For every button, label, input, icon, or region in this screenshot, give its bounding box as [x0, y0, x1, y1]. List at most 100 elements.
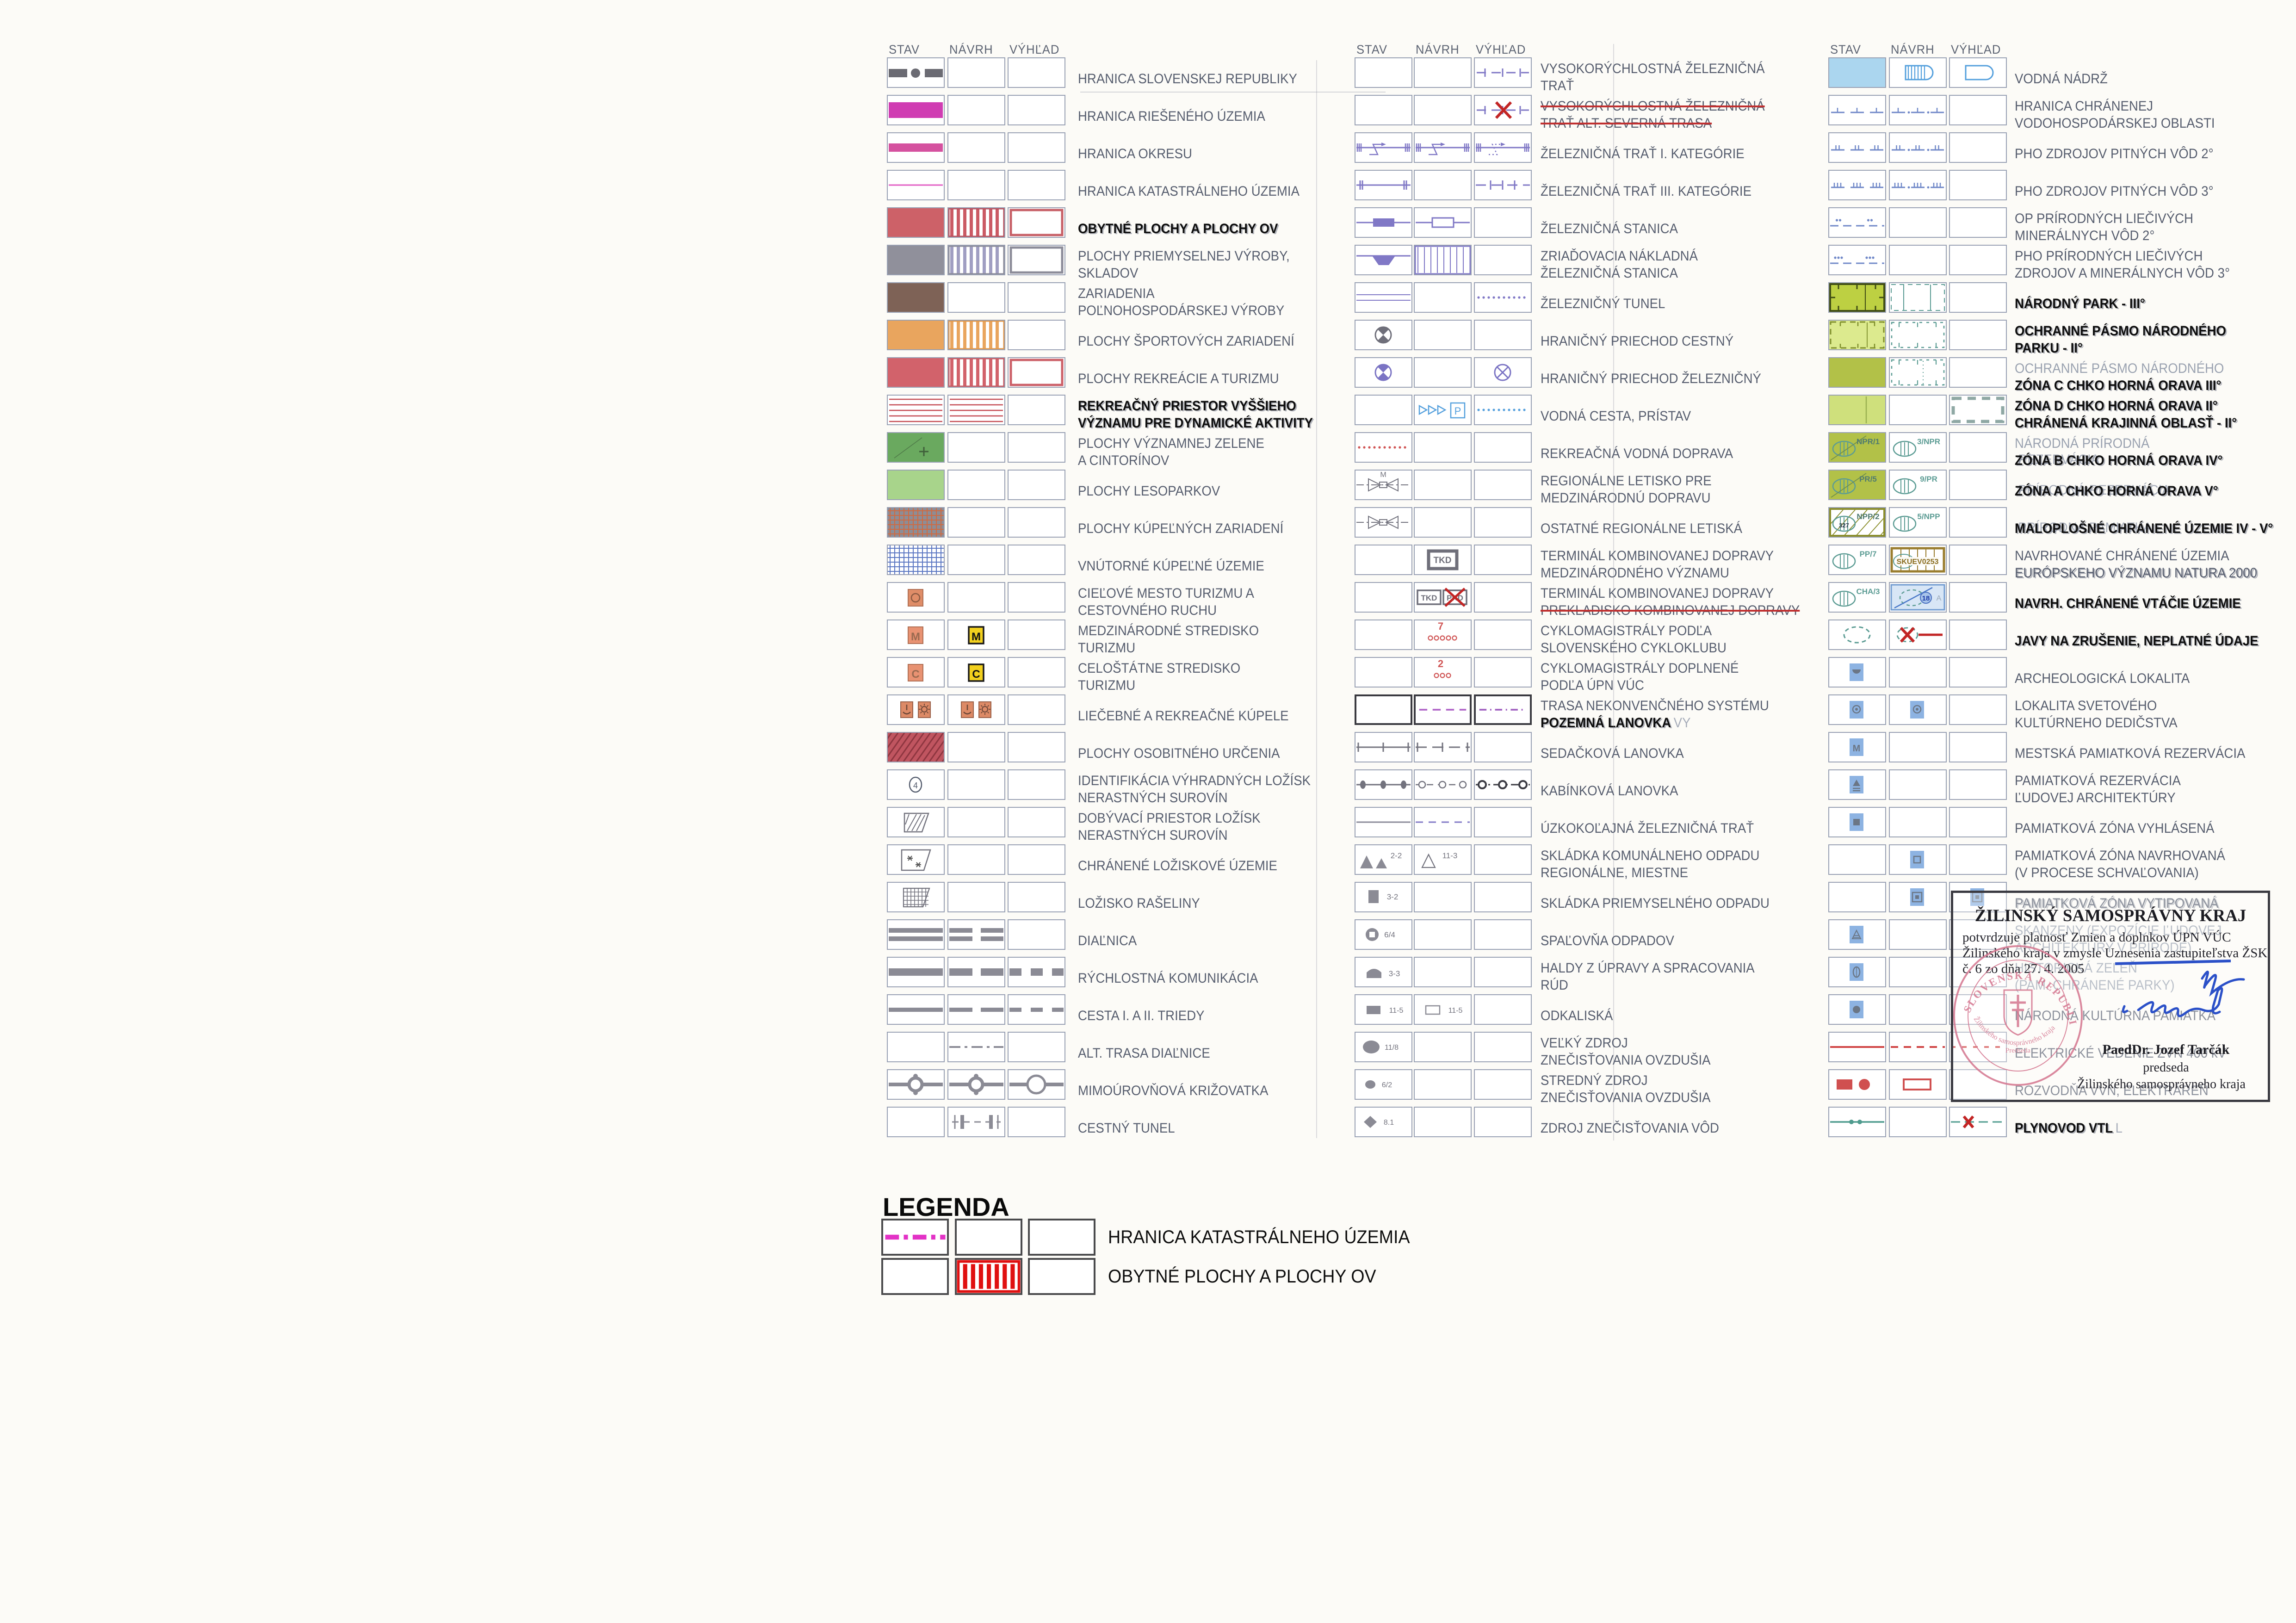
swatch-stav-line-icon: [1355, 807, 1412, 837]
stamp-signer-role: predseda: [2143, 1060, 2189, 1075]
svg-text:P: P: [1454, 405, 1461, 417]
svg-text:CHA/3: CHA/3: [1856, 587, 1880, 596]
swatch-vyhlad-empty: [1474, 957, 1532, 987]
swatch-stav-srband-icon: [887, 57, 945, 88]
swatch-vyhlad-empty: [1474, 320, 1532, 350]
legend-row-label: STREDNÝ ZDROJ ZNEČISŤOVANIA OVZDUŠIA: [1541, 1073, 1711, 1105]
swatch-vyhlad-empty: [1008, 844, 1065, 875]
swatch-vyhlad-empty: [1949, 694, 2007, 725]
legend-row-label: HRANIČNÝ PRIECHOD ŽELEZNIČNÝ: [1541, 371, 1761, 386]
swatch-navrh-railel-icon: [1414, 132, 1472, 163]
swatch-vyhlad-empty: [1474, 994, 1532, 1025]
swatch-navrh-empty: [947, 582, 1005, 613]
swatch-stav-inter-icon: [887, 1069, 945, 1100]
swatch-navrh-empty: [947, 545, 1005, 575]
swatch-vyhlad-empty: [1008, 470, 1065, 500]
bottom-swatch-vyhlad-empty: [1028, 1258, 1095, 1295]
legend-row-label: PRÍRODNÁ PAMIATKA MALOPLOŠNÉ CHRÁNENÉ ÚZE…: [2015, 520, 2273, 536]
legend-row-label: NÁRODNÝ PARK - III°: [2015, 296, 2145, 311]
legend-row-label: VODNÁ CESTA, PRÍSTAV: [1541, 409, 1691, 424]
swatch-stav-band-icon: [887, 132, 945, 163]
legend-row-label: TERMINÁL KOMBINOVANEJ DOPRAVY PREKLADISKO…: [1541, 586, 1800, 618]
double-cross-icon: [2010, 995, 2026, 1027]
swatch-vyhlad-empty: [1474, 619, 1532, 650]
legend-row-label: PAMIATKOVÁ ZÓNA NAVRHOVANÁ (V PROCESE SCH…: [2015, 848, 2225, 880]
swatch-stav-hatch-icon: [887, 732, 945, 762]
legend-row-label: PLOCHY PRIEMYSELNEJ VÝROBY, SKLADOV: [1078, 248, 1290, 281]
swatch-navrh-empty: [947, 769, 1005, 800]
swatch-navrh-empty: [1889, 769, 1947, 800]
swatch-stav-hlines-icon: [887, 395, 945, 425]
swatch-navrh-empty: [1414, 320, 1472, 350]
swatch-navrh-empty: [1889, 919, 1947, 950]
svg-text:4: 4: [913, 781, 918, 790]
swatch-stav-cquart-icon: [1355, 357, 1412, 388]
swatch-navrh-empty: [1414, 882, 1472, 912]
swatch-navrh-empty: [1889, 807, 1947, 837]
swatch-stav-pent33-icon: 3-3: [1355, 957, 1412, 987]
stamp-title: ŽILINSKÝ SAMOSPRÁVNY KRAJ: [1974, 906, 2246, 925]
swatch-stav-greencross-icon: [887, 432, 945, 463]
legend-row-label: IDENTIFIKÁCIA VÝHRADNÝCH LOŽÍSK NERASTNÝC…: [1078, 773, 1311, 805]
swatch-vyhlad-empty: [1949, 844, 2007, 875]
swatch-navrh-empty: [1889, 1107, 1947, 1137]
swatch-vyhlad-empty: [1474, 1107, 1532, 1137]
swatch-navrh-vstripes-icon: [1414, 245, 1472, 275]
swatch-stav-trapgrid-icon: [887, 882, 945, 912]
swatch-stav-dark-icon: [1355, 694, 1412, 725]
swatch-vyhlad-empty: [1008, 95, 1065, 125]
stamp-signer-org: Žilinského samosprávneho kraja: [2077, 1077, 2246, 1091]
swatch-vyhlad-roadt-icon: [1008, 994, 1065, 1025]
swatch-vyhlad-dash-icon: [1949, 1032, 2007, 1062]
swatch-vyhlad-empty: [1008, 395, 1065, 425]
swatch-vyhlad-empty: [1008, 619, 1065, 650]
swatch-navrh-vstripes-icon: [947, 245, 1005, 275]
swatch-vyhlad-empty: [1949, 582, 2007, 613]
legend-row-label: NAVRHOVANÉ CHRÁNENÉ ÚZEMIA EURÓPSKEHO VÝZ…: [2015, 548, 2258, 581]
round-official-seal: SLOVENSKÁ REPUBLIKA Žilinského samospráv…: [1944, 937, 2083, 1086]
svg-text:5/NPP: 5/NPP: [1917, 512, 1940, 521]
swatch-vyhlad-empty: [1949, 807, 2007, 837]
legend-row-label: PLOCHY LESOPARKOV: [1078, 483, 1220, 499]
swatch-stav-np-icon: [1828, 282, 1886, 313]
swatch-navrh-cyklo-icon: 7: [1414, 619, 1472, 650]
swatch-vyhlad-dark-icon: [1474, 694, 1532, 725]
swatch-navrh-empty: [1414, 95, 1472, 125]
swatch-navrh-empty: [947, 282, 1005, 313]
legend-row-label: VODNÁ NÁDRŽ: [2015, 71, 2108, 87]
swatch-stav-elldash-icon: [1828, 619, 1886, 650]
swatch-stav-empty: [1355, 657, 1412, 688]
swatch-navrh-empty: [947, 844, 1005, 875]
swatch-stav-dots-icon: [1355, 432, 1412, 463]
swatch-stav-rozv-icon: [1828, 1069, 1886, 1100]
column-header-stav: STAV: [889, 43, 920, 56]
swatch-navrh-dash-icon: [1414, 807, 1472, 837]
swatch-navrh-empty: [947, 882, 1005, 912]
legend-row-label: PHO PRÍRODNÝCH LIEČIVÝCH ZDROJOV A MINERÁ…: [2015, 248, 2230, 281]
swatch-stav-iconsq-icon: [887, 582, 945, 613]
legend-row-label: CYKLOMAGISTRÁLY DOPLNENÉ PODĽA ÚPN VÚC: [1541, 661, 1739, 693]
swatch-vyhlad-dots-icon: [1474, 282, 1532, 313]
legend-row-label: ŽELEZNIČNÁ TRAŤ I. KATEGÓRIE: [1541, 146, 1745, 161]
legend-row-label: HRANICA OKRESU: [1078, 146, 1192, 161]
legend-row-label: ZARIADENIA POĽNOHOSPODÁRSKEJ VÝROBY: [1078, 286, 1285, 318]
legend-row-label: ROZVODŇA VVN, ELEKTRÁREŇ: [2015, 1083, 2209, 1098]
swatch-navrh-empty: [947, 732, 1005, 762]
swatch-navrh-wshape-icon: [1889, 57, 1947, 88]
legend-row-label: OSTATNÉ REGIONÁLNE LETISKÁ: [1541, 521, 1743, 536]
swatch-stav-fill-icon: [887, 320, 945, 350]
legend-row-label: VEĽKÝ ZDROJ ZNEČISŤOVANIA OVZDUŠIA: [1541, 1035, 1711, 1068]
swatch-stav-empty: [1355, 582, 1412, 613]
stamp-text-line: potvrdzuje platnosť Zmien a doplnkov ÚPN…: [1962, 930, 2231, 945]
swatch-navrh-empty: [1414, 507, 1472, 538]
swatch-navrh-ellc-icon: 9/PR: [1889, 470, 1947, 500]
swatch-stav-circ4-icon: 4: [887, 769, 945, 800]
swatch-navrh-pam-icon: [1889, 844, 1947, 875]
swatch-navrh-empty: [1414, 432, 1472, 463]
swatch-vyhlad-cable-icon: [1474, 769, 1532, 800]
swatch-stav-line-icon: [887, 170, 945, 200]
swatch-navrh-roadt-icon: [947, 994, 1005, 1025]
swatch-stav-pam-icon: [1828, 657, 1886, 688]
swatch-stav-ticks-icon: [1828, 95, 1886, 125]
swatch-navrh-inter-icon: [947, 1069, 1005, 1100]
